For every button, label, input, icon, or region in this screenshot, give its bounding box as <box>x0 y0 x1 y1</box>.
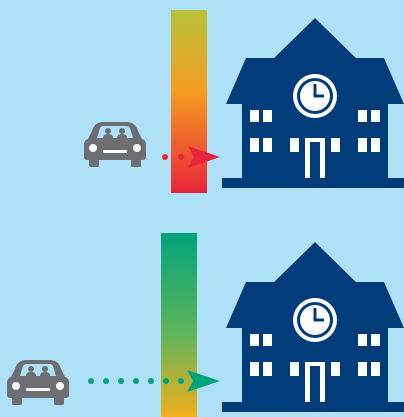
barrier-top <box>171 10 207 193</box>
scene-top <box>84 10 404 193</box>
route-arrow-top <box>162 146 220 168</box>
scene-bottom <box>7 233 404 417</box>
route-arrow-bottom <box>88 370 220 392</box>
